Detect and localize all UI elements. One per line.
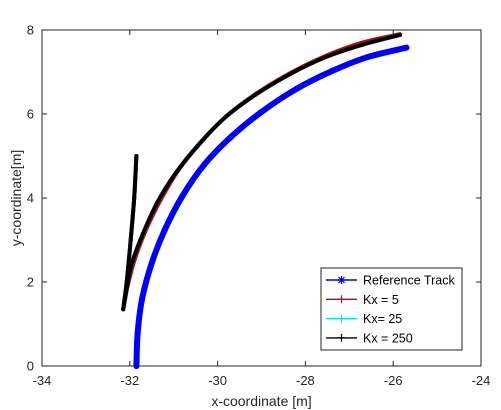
data-point-kx-250 bbox=[128, 238, 133, 242]
y-axis-label: y-coordinate[m] bbox=[8, 150, 24, 246]
data-point-kx-250 bbox=[323, 55, 328, 60]
data-point-kx-250 bbox=[288, 72, 293, 77]
data-point-kx-250 bbox=[134, 154, 139, 158]
data-point-kx-250 bbox=[155, 200, 160, 205]
x-tick-label: -34 bbox=[33, 373, 52, 388]
legend-marker-plus-icon bbox=[337, 314, 346, 323]
data-point-kx-250 bbox=[397, 33, 402, 38]
legend-marker-plus-icon bbox=[337, 333, 346, 342]
data-point-reference-track bbox=[201, 161, 208, 168]
y-tick-label: 6 bbox=[27, 107, 34, 122]
legend-box bbox=[320, 267, 463, 351]
x-tick-label: -24 bbox=[472, 373, 491, 388]
legend-label: Kx= 25 bbox=[363, 312, 402, 326]
data-point-reference-track bbox=[161, 226, 168, 233]
data-point-kx-250 bbox=[222, 116, 227, 121]
y-tick-label: 8 bbox=[27, 23, 34, 38]
data-point-kx-250 bbox=[195, 143, 200, 148]
legend-marker-star-icon bbox=[337, 276, 346, 284]
data-point-kx-250 bbox=[121, 307, 126, 312]
data-point-kx-250 bbox=[173, 170, 178, 175]
data-point-reference-track bbox=[363, 54, 370, 61]
x-tick-label: -28 bbox=[296, 373, 315, 388]
legend-label: Kx = 250 bbox=[363, 331, 413, 345]
data-point-kx-250 bbox=[252, 93, 257, 98]
y-tick-label: 0 bbox=[27, 359, 34, 374]
x-axis-label: x-coordinate [m] bbox=[211, 393, 311, 409]
legend: Reference Track Kx = 5 Kx= 25 Kx = 250 bbox=[320, 267, 463, 351]
data-point-reference-track bbox=[258, 108, 265, 115]
x-tick-label: -32 bbox=[120, 373, 139, 388]
data-point-kx-250 bbox=[129, 261, 134, 266]
axis-ticks: -34 -32 -30 -28 -26 -24 0 2 4 6 8 bbox=[27, 23, 491, 389]
data-point-reference-track bbox=[328, 68, 335, 75]
x-tick-label: -30 bbox=[208, 373, 227, 388]
y-tick-label: 4 bbox=[27, 191, 34, 206]
data-point-kx-250 bbox=[124, 286, 129, 291]
data-point-reference-track bbox=[179, 192, 186, 199]
data-point-reference-track bbox=[139, 295, 146, 302]
data-point-reference-track bbox=[134, 329, 141, 336]
legend-marker-plus-icon bbox=[337, 295, 346, 304]
data-point-kx-250 bbox=[360, 42, 365, 47]
data-point-kx-250 bbox=[124, 280, 129, 284]
x-tick-label: -26 bbox=[384, 373, 403, 388]
data-point-reference-track bbox=[403, 44, 410, 51]
y-tick-label: 2 bbox=[27, 275, 34, 290]
legend-label: Reference Track bbox=[363, 274, 455, 288]
data-point-reference-track bbox=[293, 85, 300, 92]
data-point-kx-250 bbox=[132, 196, 137, 200]
data-point-reference-track bbox=[148, 260, 155, 267]
plot-area bbox=[121, 32, 410, 369]
legend-label: Kx = 5 bbox=[363, 293, 399, 307]
data-point-reference-track bbox=[227, 134, 234, 141]
data-point-kx-250 bbox=[140, 231, 145, 236]
